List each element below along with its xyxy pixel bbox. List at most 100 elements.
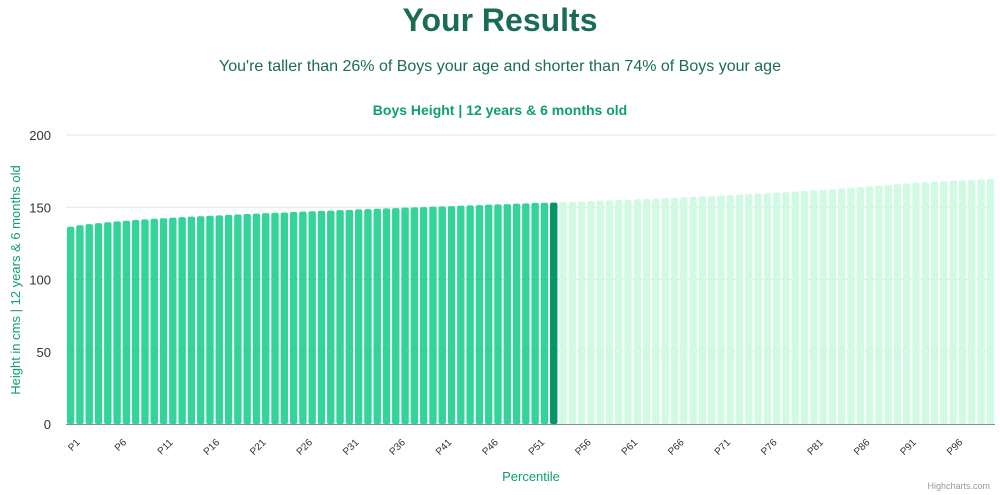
bar-p76[interactable] [763,193,772,424]
bar-p7[interactable] [122,220,131,424]
bar-p4[interactable] [94,223,103,424]
bar-p67[interactable] [680,197,688,424]
bar-p68[interactable] [689,196,697,424]
bar-p30[interactable] [336,210,344,424]
bar-p45[interactable] [475,205,484,424]
bar-p70[interactable] [707,195,716,424]
bar-p31[interactable] [345,209,354,424]
bar-p36[interactable] [392,208,400,424]
bar-p53[interactable] [550,202,558,424]
bar-p16[interactable] [206,215,214,424]
bar-p42[interactable] [447,206,456,424]
bar-p15[interactable] [196,216,205,424]
bar-p18[interactable] [224,214,233,424]
bar-p86[interactable] [856,187,865,424]
bar-p82[interactable] [819,189,827,424]
bar-p73[interactable] [735,194,744,424]
bar-p57[interactable] [587,201,595,424]
bar-p49[interactable] [512,203,521,424]
bar-p92[interactable] [912,182,920,424]
bar-p77[interactable] [772,192,781,424]
bar-p75[interactable] [754,193,762,424]
bar-p37[interactable] [401,207,409,424]
bar-p78[interactable] [782,192,790,424]
bar-p61[interactable] [624,199,632,424]
bar-p94[interactable] [930,181,939,424]
bar-p89[interactable] [884,184,892,424]
bar-p60[interactable] [615,200,623,424]
bar-p80[interactable] [800,190,809,424]
bar-p58[interactable] [596,200,604,424]
bar-p91[interactable] [903,183,911,424]
bar-p13[interactable] [178,217,186,424]
bar-p32[interactable] [354,209,363,424]
bar-p28[interactable] [317,210,326,424]
bar-p83[interactable] [828,189,837,424]
bar-p35[interactable] [382,208,391,424]
bar-p38[interactable] [410,207,419,424]
bar-p20[interactable] [243,214,251,424]
bar-p21[interactable] [252,213,261,424]
bar-p51[interactable] [531,202,539,424]
bar-p64[interactable] [652,198,660,424]
bar-p19[interactable] [234,214,242,424]
bar-p5[interactable] [104,222,112,424]
bar-p79[interactable] [791,191,799,425]
bar-p65[interactable] [661,198,669,424]
bar-p90[interactable] [893,184,902,424]
bar-p41[interactable] [438,206,446,424]
bar-p54[interactable] [559,202,567,424]
bar-p14[interactable] [187,216,196,424]
bar-p46[interactable] [484,204,493,424]
bar-p62[interactable] [633,199,642,424]
bar-p71[interactable] [717,195,725,424]
bar-p88[interactable] [875,185,883,424]
bar-p44[interactable] [466,205,474,424]
bar-p25[interactable] [289,212,298,424]
bar-p96[interactable] [949,180,957,424]
bar-p3[interactable] [85,224,93,424]
bar-p10[interactable] [150,218,158,424]
bar-p23[interactable] [271,212,279,424]
bar-p22[interactable] [262,213,270,424]
bar-p98[interactable] [968,179,976,424]
bar-p50[interactable] [522,203,530,424]
bar-p59[interactable] [605,200,614,424]
bar-p12[interactable] [169,217,177,424]
bar-p66[interactable] [670,197,679,424]
bar-p99[interactable] [977,179,985,424]
bar-p72[interactable] [726,195,734,424]
bar-p63[interactable] [642,198,651,424]
bar-p48[interactable] [503,204,511,424]
bar-p52[interactable] [540,202,549,424]
bar-p39[interactable] [419,207,428,424]
bar-p6[interactable] [113,221,121,424]
bar-p47[interactable] [494,204,502,424]
bar-p97[interactable] [958,180,967,424]
bar-p100[interactable] [986,178,995,424]
bar-p56[interactable] [577,201,586,424]
bar-p84[interactable] [838,188,846,424]
bar-p95[interactable] [940,181,948,424]
bar-p2[interactable] [76,225,84,424]
bar-p8[interactable] [131,219,140,424]
highcharts-credits[interactable]: Highcharts.com [927,481,990,491]
bar-p43[interactable] [457,205,465,424]
bar-p11[interactable] [159,218,168,424]
bar-p74[interactable] [745,194,753,424]
bar-p93[interactable] [921,182,930,424]
bar-p26[interactable] [299,211,307,424]
bar-p40[interactable] [429,206,437,424]
bar-p34[interactable] [373,208,381,424]
bar-p24[interactable] [280,212,289,424]
bar-p81[interactable] [810,190,818,424]
bar-p33[interactable] [364,209,372,424]
bar-p69[interactable] [698,196,707,424]
bar-p1[interactable] [66,226,75,424]
bar-p27[interactable] [308,211,316,424]
bar-p9[interactable] [141,219,149,424]
bar-p87[interactable] [865,186,874,424]
bar-p29[interactable] [327,210,335,424]
bar-p85[interactable] [847,187,855,424]
bar-p17[interactable] [215,215,223,424]
